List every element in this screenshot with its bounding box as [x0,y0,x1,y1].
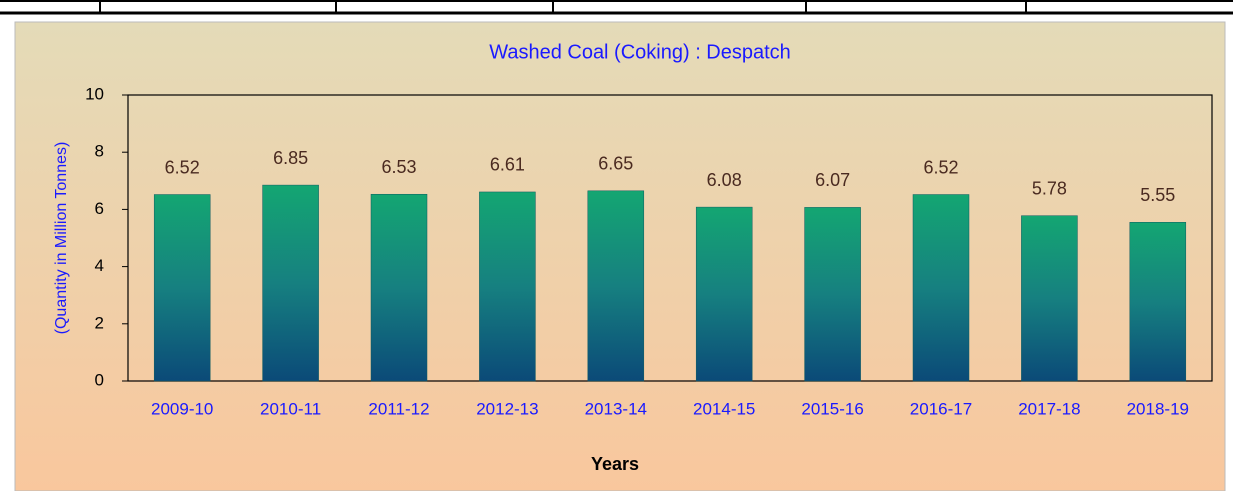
bar [695,206,753,382]
data-label: 6.65 [598,154,633,174]
x-tick-label: 2013-14 [585,399,647,418]
y-tick-label: 10 [85,84,104,103]
x-axis-label: Years [591,454,639,474]
bar [262,184,319,382]
bar [912,194,970,382]
bar [1021,215,1078,382]
data-label: 6.85 [273,148,308,168]
data-label: 6.53 [381,157,416,177]
y-tick-label: 4 [95,256,104,275]
x-tick-label: 2014-15 [693,399,755,418]
bar [479,191,536,382]
bar [804,207,861,382]
data-label: 6.07 [815,170,850,190]
bar [153,194,211,382]
bar [587,190,645,382]
bar [1129,222,1187,382]
plot-area [127,94,1213,382]
y-tick-label: 0 [95,370,104,389]
y-tick-label: 8 [95,142,104,161]
y-axis-label: (Quantity in Million Tonnes) [53,142,70,335]
y-tick-label: 6 [95,199,104,218]
x-tick-label: 2009-10 [151,399,213,418]
x-tick-label: 2016-17 [910,399,972,418]
data-label: 6.52 [165,157,200,177]
x-tick-label: 2015-16 [801,399,863,418]
data-label: 6.61 [490,155,525,175]
table-strip [0,0,1233,15]
chart-title: Washed Coal (Coking) : Despatch [489,41,791,63]
data-label: 6.08 [707,170,742,190]
x-tick-label: 2018-19 [1127,399,1189,418]
bar [370,193,428,382]
data-label: 5.78 [1032,178,1067,198]
x-tick-label: 2017-18 [1018,399,1080,418]
x-tick-label: 2012-13 [476,399,538,418]
data-label: 5.55 [1140,185,1175,205]
x-tick-label: 2011-12 [368,399,429,418]
x-tick-label: 2010-11 [260,399,321,418]
data-label: 6.52 [923,157,958,177]
y-tick-label: 2 [95,313,104,332]
